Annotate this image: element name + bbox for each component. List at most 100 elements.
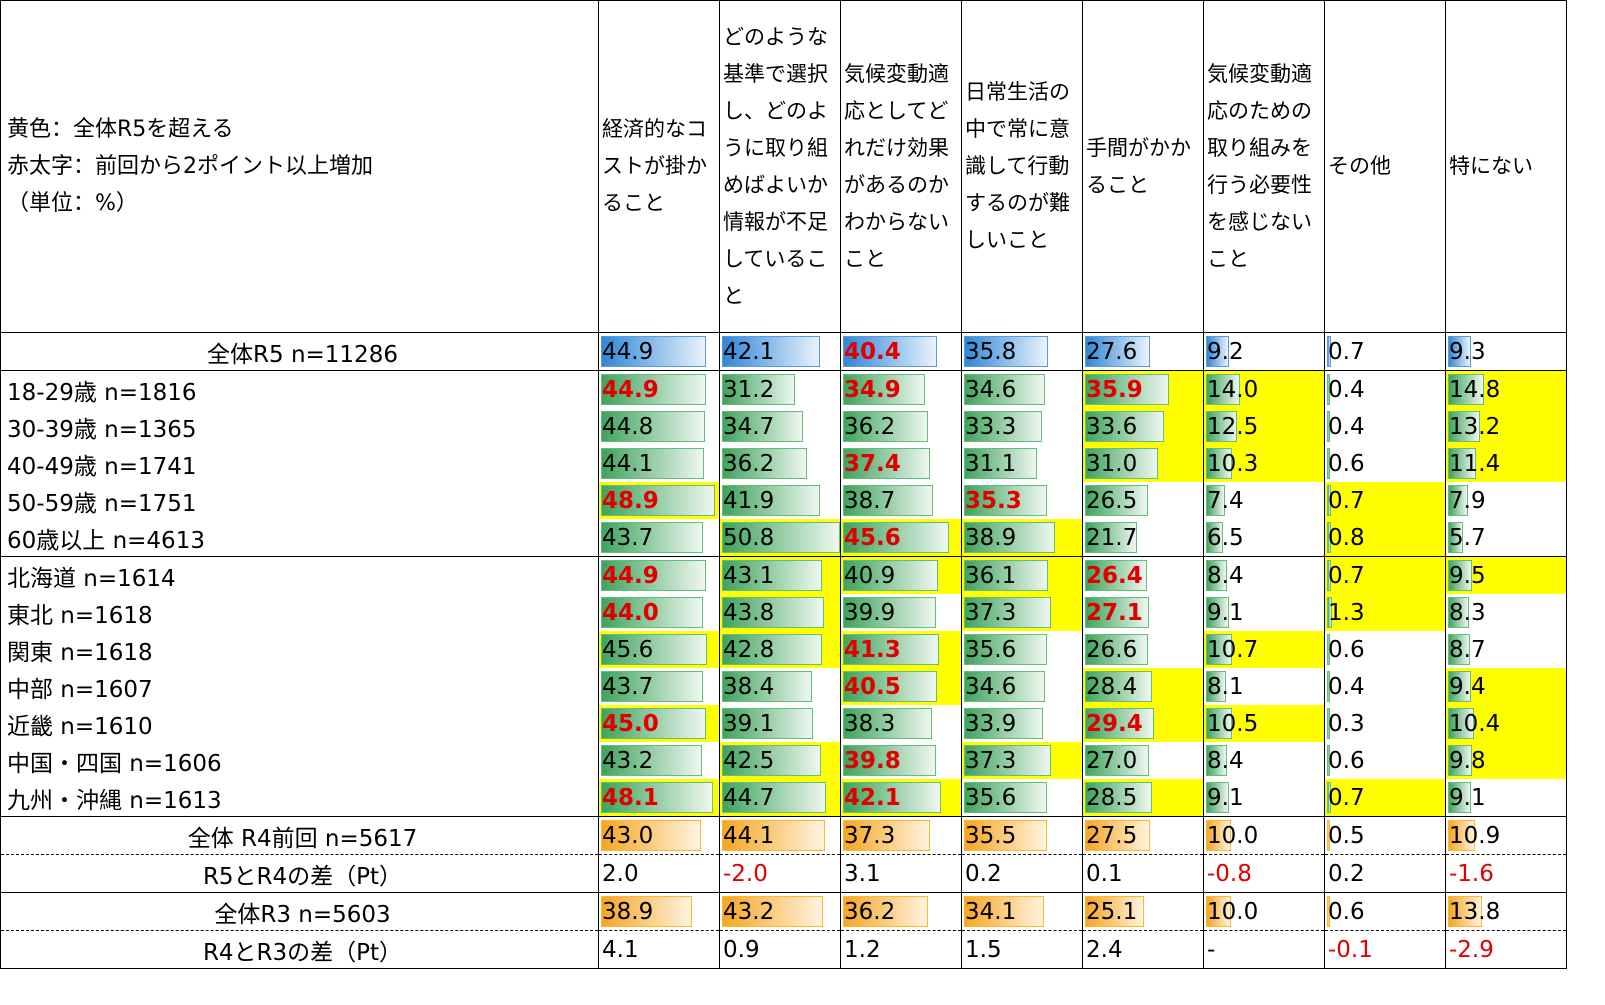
- cell-value: 0.7: [1328, 562, 1365, 589]
- cell-value: -2.0: [723, 860, 768, 887]
- cell: 44.9: [598, 370, 720, 408]
- cell: 43.0: [598, 816, 720, 855]
- cell: 0.6: [1324, 742, 1446, 779]
- cell: 43.8: [719, 594, 841, 631]
- cell-value: 41.9: [723, 487, 775, 514]
- cell-value: 36.2: [844, 898, 896, 925]
- data-bar: [1206, 634, 1233, 665]
- row-label: R5とR4の差（Pt）: [0, 854, 599, 893]
- cell-value: 0.7: [1328, 784, 1365, 811]
- data-bar: [722, 671, 812, 702]
- data-bar: [1327, 820, 1331, 851]
- cell: 0.7: [1324, 332, 1446, 371]
- cell: 0.4: [1324, 408, 1446, 445]
- data-bar: [843, 896, 928, 927]
- data-bar: [1327, 782, 1331, 813]
- cell: 0.7: [1324, 779, 1446, 817]
- row-label: 全体 R4前回 n=5617: [0, 816, 599, 855]
- row-label: 東北 n=1618: [0, 594, 599, 631]
- cell: 9.5: [1445, 556, 1567, 594]
- data-bar: [1085, 448, 1158, 479]
- cell-value: 43.8: [723, 599, 775, 626]
- cell-value: 11.4: [1449, 450, 1501, 477]
- cell: 4.1: [598, 930, 720, 969]
- data-bar: [843, 782, 942, 813]
- row-label: 50-59歳 n=1751: [0, 482, 599, 519]
- data-bar: [1327, 448, 1331, 479]
- data-bar: [964, 896, 1044, 927]
- data-bar: [722, 745, 822, 776]
- cell-value: 1.5: [965, 936, 1002, 963]
- cell: 34.7: [719, 408, 841, 445]
- cell-value: 38.9: [602, 898, 654, 925]
- cell: 36.2: [840, 408, 962, 445]
- cell-value: 28.5: [1086, 784, 1138, 811]
- cell: 27.6: [1082, 332, 1204, 371]
- data-bar: [1327, 336, 1331, 367]
- cell-value: 31.1: [965, 450, 1017, 477]
- cell: 13.2: [1445, 408, 1567, 445]
- cell: 35.3: [961, 482, 1083, 519]
- data-bar: [1085, 671, 1152, 702]
- data-bar: [722, 597, 825, 628]
- cell: 33.6: [1082, 408, 1204, 445]
- cell-value: 10.5: [1207, 710, 1259, 737]
- cell-value: -1.6: [1449, 860, 1494, 887]
- cell-value: 7.9: [1449, 487, 1486, 514]
- cell: 37.3: [840, 816, 962, 855]
- cell: 12.5: [1203, 408, 1325, 445]
- cell-value: 13.2: [1449, 413, 1501, 440]
- data-bar: [964, 560, 1049, 591]
- note-line: 赤太字：前回から2ポイント以上増加: [7, 154, 373, 179]
- cell: 43.2: [598, 742, 720, 779]
- cell-value: 8.1: [1207, 673, 1244, 700]
- cell: 41.9: [719, 482, 841, 519]
- cell: 50.8: [719, 519, 841, 557]
- data-bar: [1448, 634, 1470, 665]
- cell-value: 0.6: [1328, 450, 1365, 477]
- cell-value: 10.0: [1207, 898, 1259, 925]
- data-bar: [601, 374, 706, 405]
- data-bar: [601, 448, 704, 479]
- cell-value: 34.9: [844, 376, 901, 403]
- cell: 39.9: [840, 594, 962, 631]
- cell: 45.6: [840, 519, 962, 557]
- cell-value: 42.5: [723, 747, 775, 774]
- data-bar: [601, 485, 715, 516]
- data-bar: [722, 896, 823, 927]
- column-header: どのような基準で選択し、どのように取り組めばよいか情報が不足していること: [719, 0, 841, 333]
- data-bar: [843, 411, 928, 442]
- data-bar: [1206, 597, 1229, 628]
- cell-value: 8.4: [1207, 747, 1244, 774]
- data-bar: [1206, 522, 1223, 553]
- row: 九州・沖縄 n=1613 48.1 44.7 42.1 35.6 28.5 9.1 0.7 9.…: [0, 779, 1567, 817]
- row: R5とR4の差（Pt） 2.0 -2.0 3.1 0.2 0.1 -0.8 0.2 -1.6: [0, 854, 1567, 893]
- cell-value: 14.0: [1207, 376, 1259, 403]
- cell-value: 0.5: [1328, 822, 1365, 849]
- data-bar: [843, 560, 939, 591]
- data-bar: [1206, 708, 1232, 739]
- cell-value: 0.7: [1328, 487, 1365, 514]
- cell: 0.6: [1324, 445, 1446, 482]
- data-bar: [1327, 708, 1330, 739]
- cell: 31.2: [719, 370, 841, 408]
- cell-value: 7.4: [1207, 487, 1244, 514]
- data-bar: [1448, 485, 1469, 516]
- data-bar: [601, 522, 703, 553]
- cell: 5.7: [1445, 519, 1567, 557]
- cell: 0.6: [1324, 631, 1446, 668]
- cell: 35.5: [961, 816, 1083, 855]
- cell-value: 9.1: [1449, 784, 1486, 811]
- data-bar: [1327, 560, 1331, 591]
- table: 黄色：全体R5を超える 赤太字：前回から2ポイント以上増加 （単位：%） 経済的…: [0, 0, 1567, 969]
- row-label: 40-49歳 n=1741: [0, 445, 599, 482]
- cell-value: 4.1: [602, 936, 639, 963]
- cell-value: 31.0: [1086, 450, 1138, 477]
- cell: 10.3: [1203, 445, 1325, 482]
- cell-value: 43.7: [602, 524, 654, 551]
- column-header: 気候変動適応としてどれだけ効果があるのかわからないこと: [840, 0, 962, 333]
- cell: 28.4: [1082, 668, 1204, 705]
- cell-value: 0.4: [1328, 376, 1365, 403]
- cell: 0.3: [1324, 705, 1446, 742]
- data-bar: [722, 820, 825, 851]
